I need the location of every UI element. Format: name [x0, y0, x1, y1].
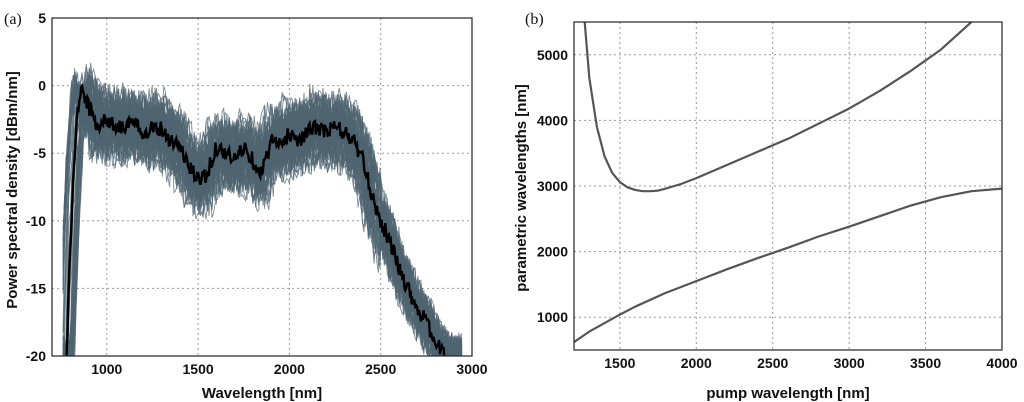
panel-a-frame: [51, 17, 473, 357]
panel-a-label: (a): [4, 11, 22, 28]
a-y-tick-label: -15: [26, 280, 46, 296]
panel-b-grid: [574, 22, 1003, 350]
b-x-tick-label: 3000: [834, 355, 865, 371]
a-y-tick-label: -20: [26, 348, 46, 364]
b-x-tick-label: 2500: [757, 355, 788, 371]
b-x-tick-label: 2000: [681, 355, 712, 371]
ensemble-spectrum-line: [62, 74, 460, 356]
b-y-tick-label: 5000: [537, 47, 568, 63]
b-y-tick-label: 4000: [537, 112, 568, 128]
panel-b: (b) 1500 2000 2500 3000 3500 4000 1000 2000 300…: [513, 11, 1018, 402]
ensemble-spectrum-line: [62, 71, 460, 356]
a-x-tick-label: 1500: [183, 361, 214, 377]
b-x-tick-label: 1500: [604, 355, 635, 371]
a-y-tick-label: -5: [34, 145, 47, 161]
upper-branch-line: [583, 22, 973, 193]
b-y-tick-label: 1000: [537, 309, 568, 325]
panel-b-y-ticks: 1000 2000 3000 4000 5000: [537, 47, 568, 325]
a-x-tick-label: 2500: [365, 361, 396, 377]
lower-branch-line: [574, 187, 1002, 344]
panel-a-y-ticks: -20 -15 -10 -5 0 5: [26, 10, 46, 364]
a-y-tick-label: 5: [38, 10, 46, 26]
b-x-tick-label: 4000: [986, 355, 1017, 371]
a-y-tick-label: 0: [38, 78, 46, 94]
b-y-tick-label: 2000: [537, 244, 568, 260]
panel-b-frame: [573, 21, 1003, 351]
a-y-tick-label: -10: [26, 213, 46, 229]
mean-spectrum-line: [65, 82, 446, 356]
b-y-tick-label: 3000: [537, 178, 568, 194]
panel-b-xlabel: pump wavelength [nm]: [706, 385, 869, 402]
a-x-tick-label: 1000: [91, 361, 122, 377]
panel-b-lines: [574, 22, 1002, 344]
panel-a-ylabel: Power spectral density [dBm/nm]: [4, 71, 21, 309]
panel-b-ylabel: parametric wavelengths [nm]: [513, 84, 530, 292]
panel-b-label: (b): [525, 11, 544, 28]
ensemble-spectrum-line: [62, 86, 458, 356]
panel-a-mean: [65, 82, 446, 356]
b-x-tick-label: 3500: [910, 355, 941, 371]
panel-a-ensemble: [62, 62, 463, 356]
panel-b-x-ticks: 1500 2000 2500 3000 3500 4000: [604, 355, 1018, 371]
a-x-tick-label: 3000: [456, 361, 487, 377]
panel-a-x-ticks: 1000 1500 2000 2500 3000: [91, 361, 488, 377]
a-x-tick-label: 2000: [274, 361, 305, 377]
panel-a-xlabel: Wavelength [nm]: [202, 385, 322, 402]
panel-a: (a) 1000 1500 2000 2500 3000 -20 -15 -10 -5 0 5 W…: [4, 10, 488, 402]
